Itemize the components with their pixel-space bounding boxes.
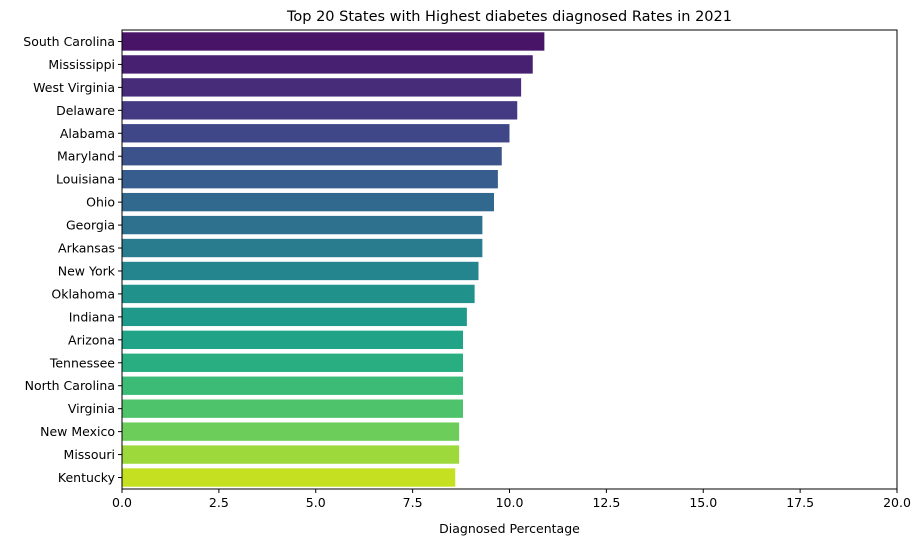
bar-missouri bbox=[122, 445, 460, 464]
x-tick-label: 2.5 bbox=[209, 495, 229, 510]
bar-kentucky bbox=[122, 468, 456, 487]
bar-west-virginia bbox=[122, 78, 522, 97]
bar-maryland bbox=[122, 147, 502, 166]
y-tick-label: Virginia bbox=[68, 401, 115, 416]
x-tick-label: 12.5 bbox=[592, 495, 620, 510]
x-axis-ticks: 0.0 2.5 5.0 7.5 10.0 12.5 15.0 17.5 20.0 bbox=[112, 489, 911, 510]
y-tick-label: New Mexico bbox=[40, 424, 115, 439]
y-tick-label: New York bbox=[58, 263, 116, 278]
bar-delaware bbox=[122, 101, 518, 120]
x-tick-label: 15.0 bbox=[689, 495, 717, 510]
bar-new-mexico bbox=[122, 422, 460, 441]
y-tick-label: Delaware bbox=[56, 103, 115, 118]
bar-virginia bbox=[122, 399, 463, 418]
bar-louisiana bbox=[122, 169, 498, 189]
y-tick-label: Indiana bbox=[69, 309, 115, 324]
bar-north-carolina bbox=[122, 376, 463, 395]
x-tick-label: 10.0 bbox=[496, 495, 524, 510]
y-tick-label: South Carolina bbox=[23, 34, 115, 49]
plot-frame bbox=[121, 29, 898, 490]
bar-tennessee bbox=[122, 353, 463, 372]
y-axis-ticks: South Carolina Mississippi West Virginia De… bbox=[23, 34, 122, 485]
bar-arizona bbox=[122, 330, 463, 350]
bar-ohio bbox=[122, 192, 494, 212]
y-tick-label: Arizona bbox=[68, 332, 115, 347]
bar-south-carolina bbox=[122, 32, 545, 51]
x-tick-label: 20.0 bbox=[883, 495, 911, 510]
y-tick-label: Alabama bbox=[60, 126, 115, 141]
y-tick-label: North Carolina bbox=[25, 378, 115, 393]
y-tick-label: Tennessee bbox=[49, 355, 115, 370]
y-tick-label: Maryland bbox=[57, 149, 115, 164]
y-tick-label: Georgia bbox=[66, 218, 115, 233]
bars-group bbox=[122, 32, 545, 487]
y-tick-label: Ohio bbox=[86, 195, 115, 210]
y-tick-label: Oklahoma bbox=[51, 286, 115, 301]
bar-alabama bbox=[122, 124, 510, 143]
x-axis-label: Diagnosed Percentage bbox=[439, 521, 580, 536]
y-tick-label: West Virginia bbox=[33, 80, 115, 95]
bar-oklahoma bbox=[122, 284, 475, 304]
bar-georgia bbox=[122, 215, 483, 235]
x-tick-label: 17.5 bbox=[786, 495, 814, 510]
y-tick-label: Kentucky bbox=[58, 470, 116, 485]
bar-mississippi bbox=[122, 55, 533, 74]
x-tick-label: 5.0 bbox=[306, 495, 326, 510]
bar-new-york bbox=[122, 261, 479, 281]
y-tick-label: Louisiana bbox=[56, 172, 115, 187]
y-tick-label: Arkansas bbox=[58, 241, 115, 256]
y-tick-label: Missouri bbox=[64, 447, 115, 462]
y-tick-label: Mississippi bbox=[48, 57, 115, 72]
x-tick-label: 7.5 bbox=[403, 495, 423, 510]
bar-indiana bbox=[122, 307, 467, 327]
bar-arkansas bbox=[122, 238, 483, 258]
chart-title: Top 20 States with Highest diabetes diag… bbox=[286, 9, 732, 25]
x-tick-label: 0.0 bbox=[112, 495, 132, 510]
